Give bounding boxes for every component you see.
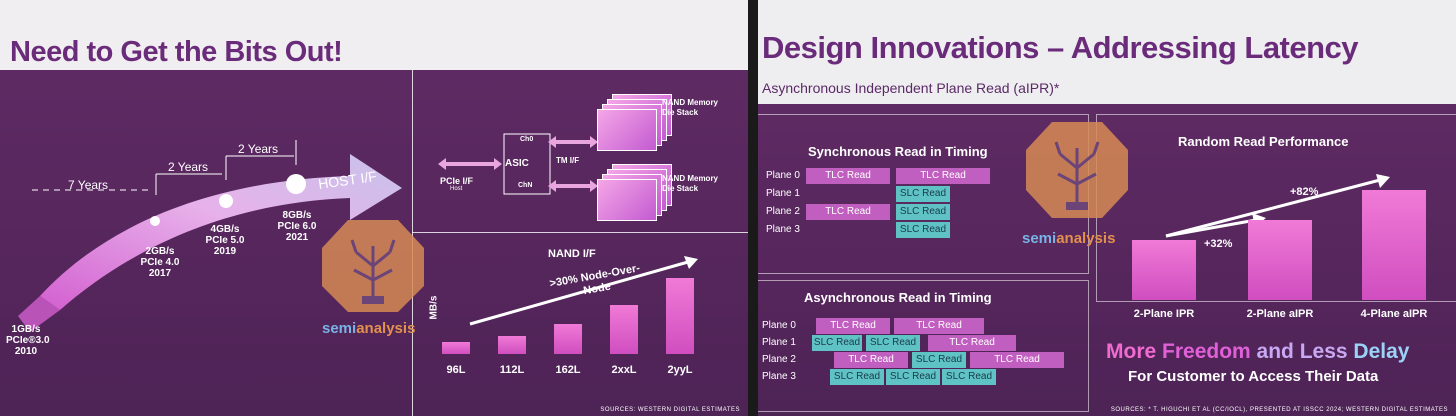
asic-label: ASIC: [505, 158, 529, 169]
perf-tick-label: 2-Plane aIPR: [1246, 308, 1314, 320]
perf-annotation: +82%: [1290, 186, 1319, 198]
perf-tick-label: 4-Plane aIPR: [1360, 308, 1428, 320]
ssd-block-diagram: [438, 133, 598, 195]
nand-chart-title: NAND I/F: [548, 248, 596, 260]
nand-trend-arrow: [469, 256, 698, 326]
plane-label: Plane 3: [762, 371, 796, 382]
die-layer: [597, 109, 657, 151]
watermark: semianalysis: [318, 216, 428, 346]
nand-bar: [442, 342, 470, 354]
milestone-dot: [219, 194, 233, 208]
milestone-label: 2GB/s PCIe 4.0 2017: [140, 246, 180, 279]
perf-bar: [1132, 239, 1196, 300]
left-slide-title: Need to Get the Bits Out!: [10, 36, 343, 68]
tlc-read-block: TLC Read: [928, 335, 1016, 351]
horizontal-divider: [412, 232, 748, 233]
tlc-read-block: TLC Read: [806, 204, 890, 220]
tagline-sub: For Customer to Access Their Data: [1128, 368, 1379, 385]
tm-if-label: TM I/F: [556, 156, 580, 165]
slc-read-block: SLC Read: [896, 186, 950, 202]
nand-stack-label: NAND Memory Die Stack: [662, 174, 719, 193]
perf-bar: [1248, 220, 1312, 300]
milestone-dot: [286, 174, 306, 194]
tlc-read-block: TLC Read: [970, 352, 1064, 368]
interval-label: 7 Years: [68, 178, 109, 192]
slc-read-block: SLC Read: [866, 335, 920, 351]
milestone-label: 1GB/s PCIe®3.0 2010: [6, 324, 50, 357]
nand-bar: [666, 278, 694, 354]
interval-label: 2 Years: [238, 142, 279, 156]
nand-tick-label: 96L: [446, 364, 466, 376]
right-slide: Design Innovations – Addressing Latency …: [758, 0, 1456, 416]
nand-tick-label: 112L: [499, 364, 525, 376]
pcie-if-label: PCIe I/F: [440, 176, 474, 186]
nand-bar: [610, 304, 638, 354]
left-content-area: 7 Years 2 Years 2 Years HOST I/F 1GB/s P…: [0, 70, 748, 416]
slc-read-block: SLC Read: [886, 369, 940, 385]
tagline-delay: Delay: [1353, 340, 1410, 363]
tagline-and-less: and Less: [1256, 340, 1354, 363]
slc-read-block: SLC Read: [896, 204, 950, 220]
semianalysis-logo: [322, 220, 424, 312]
watermark-text-2: analysis: [1056, 230, 1116, 247]
slc-read-block: SLC Read: [942, 369, 996, 385]
tlc-read-block: TLC Read: [834, 352, 908, 368]
left-source: SOURCES: WESTERN DIGITAL ESTIMATES: [600, 407, 740, 413]
watermark: semianalysis: [1022, 118, 1132, 258]
right-content-area: Synchronous Read in Timing Plane 0 Plane …: [758, 104, 1456, 416]
nand-tick-label: 2yyL: [667, 364, 693, 376]
nand-tick-label: 2xxL: [611, 364, 637, 376]
interval-label: 2 Years: [168, 160, 209, 174]
plane-label: Plane 2: [762, 354, 796, 365]
tlc-read-block: TLC Read: [896, 168, 990, 184]
plane-label: Plane 3: [766, 224, 800, 235]
nand-bar: [498, 336, 526, 354]
sync-panel-title: Synchronous Read in Timing: [808, 144, 988, 159]
plane-label: Plane 1: [766, 188, 800, 199]
die-layer: [597, 179, 657, 221]
right-slide-title: Design Innovations – Addressing Latency: [762, 30, 1359, 65]
right-source: SOURCES: * T. HIGUCHI ET AL (CC/IOCL), P…: [1110, 407, 1448, 413]
right-slide-subtitle: Asynchronous Independent Plane Read (aIP…: [762, 80, 1060, 96]
slc-read-block: SLC Read: [896, 222, 950, 238]
left-slide: Need to Get the Bits Out! 7 Years 2: [0, 0, 748, 416]
nand-tick-label: 162L: [555, 364, 581, 376]
milestone-label: 8GB/s PCIe 6.0 2021: [277, 210, 317, 243]
slc-read-block: SLC Read: [830, 369, 884, 385]
async-panel-title: Asynchronous Read in Timing: [804, 290, 992, 305]
ch0-label: Ch0: [520, 136, 534, 143]
chn-label: ChN: [518, 182, 533, 189]
watermark-text-1: semi: [322, 320, 357, 337]
tagline-more: More: [1106, 340, 1163, 363]
milestone-label: 4GB/s PCIe 5.0 2019: [205, 224, 245, 257]
nand-bar: [554, 323, 582, 354]
watermark-text-2: analysis: [356, 320, 416, 337]
host-label: Host: [450, 186, 463, 192]
semianalysis-logo: [1026, 122, 1128, 218]
milestone-dot: [150, 216, 160, 226]
tlc-read-block: TLC Read: [894, 318, 984, 334]
plane-label: Plane 0: [766, 170, 800, 181]
nand-stack-label: NAND Memory Die Stack: [662, 98, 719, 117]
watermark-text-1: semi: [1022, 230, 1057, 247]
tagline-freedom: Freedom: [1162, 340, 1257, 363]
perf-bar: [1362, 190, 1426, 300]
async-panel: [758, 280, 1089, 412]
plane-label: Plane 2: [766, 206, 800, 217]
slc-read-block: SLC Read: [912, 352, 966, 368]
perf-annotation: +32%: [1204, 238, 1233, 250]
perf-panel-title: Random Read Performance: [1178, 134, 1349, 149]
host-if-arrow: [18, 140, 402, 332]
tagline: More Freedom and Less Delay: [1106, 340, 1409, 364]
perf-tick-label: 2-Plane IPR: [1133, 308, 1195, 320]
plane-label: Plane 1: [762, 337, 796, 348]
tlc-read-block: TLC Read: [816, 318, 890, 334]
plane-label: Plane 0: [762, 320, 796, 331]
tlc-read-block: TLC Read: [806, 168, 890, 184]
slc-read-block: SLC Read: [812, 335, 862, 351]
